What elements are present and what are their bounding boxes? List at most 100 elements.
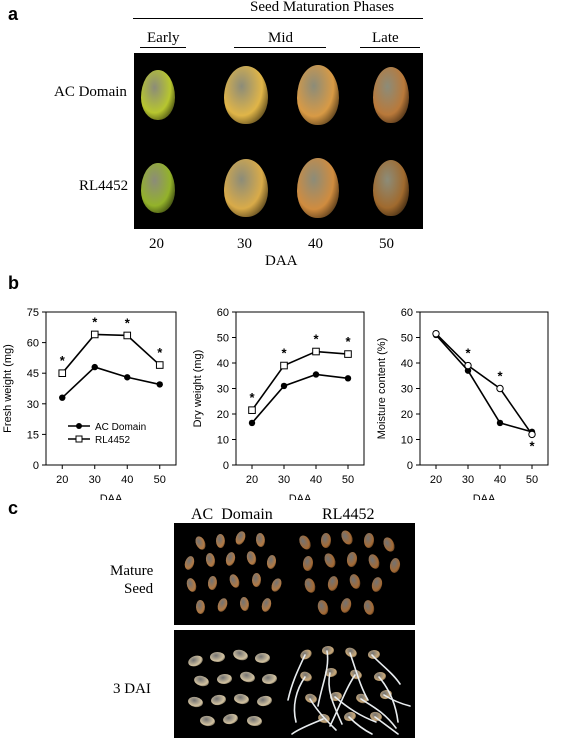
chart1-xtick-label: 30 [89, 474, 101, 486]
chart3-xlabel: DAA [473, 493, 496, 500]
chart3-ytick-label: 0 [407, 460, 413, 472]
chart3-point-s1-30 [464, 367, 472, 374]
rl4452-seed-50 [373, 160, 409, 216]
chart1-ytick-label: 15 [27, 429, 39, 441]
chart1-ytick-label: 75 [27, 307, 39, 319]
rl4452-seed-30 [224, 159, 268, 217]
chart1-point-s2-50 [155, 361, 164, 369]
panel-b-letter: b [8, 273, 19, 293]
chart1-sig-star-30: * [92, 314, 98, 329]
chart1-ytick-label: 60 [27, 338, 39, 350]
phase-rule-late [360, 47, 420, 48]
chart2-point-s2-30 [280, 361, 288, 370]
chart3-xtick-label: 20 [430, 474, 442, 486]
chart1-sig-star-20: * [60, 353, 66, 368]
ac-domain-seed-40 [297, 65, 339, 125]
chart1-legend-label-2: RL4452 [95, 435, 130, 446]
panel-c-letter: c [8, 498, 19, 518]
chart2-series-line-2 [251, 350, 349, 411]
rl4452-seed-20 [141, 163, 175, 213]
chart3-point-s2-20 [432, 329, 440, 338]
daa-tick-40: 40 [308, 236, 323, 252]
chart3-point-s1-40 [496, 419, 504, 427]
chart2-ylabel: Dry weight (mg) [192, 350, 204, 428]
rl4452-seed-40 [297, 158, 339, 218]
daa-tick-50: 50 [379, 236, 394, 252]
chart1-series-line-2 [61, 333, 161, 374]
chart2-point-s2-20 [248, 406, 256, 414]
chart1-xlabel: DAA [100, 493, 123, 500]
chart3-xtick-label: 40 [494, 474, 506, 486]
chart2-xtick-label: 40 [310, 474, 322, 486]
phase-label-early: Early [147, 30, 180, 46]
panel-a-letter: a [8, 4, 19, 24]
chart2-ytick-label: 10 [217, 435, 229, 447]
chart1-ytick-label: 30 [27, 399, 39, 411]
chart2-xtick-label: 50 [342, 474, 354, 486]
phase-label-late: Late [372, 30, 399, 46]
chart3-sig-star-50: * [529, 438, 535, 453]
chart2-ytick-label: 60 [217, 307, 229, 319]
chart1-ytick-label: 45 [27, 368, 39, 380]
chart3-sig-star-30: * [465, 346, 471, 361]
phase-rule-mid [234, 47, 326, 48]
chart1-sig-star-40: * [125, 315, 131, 330]
phase-rule-early [140, 47, 186, 48]
chart3-ytick-label: 60 [401, 307, 413, 319]
chart1-legend-label-1: AC Domain [95, 422, 146, 433]
ac-domain-seed-50 [373, 67, 409, 123]
ac-domain-seed-30 [224, 66, 268, 124]
chart3-ytick-label: 50 [401, 333, 413, 345]
chart1-point-s1-50 [156, 381, 163, 388]
row-label-mature: Mature [110, 563, 154, 579]
maturation-header: Seed Maturation Phases [250, 0, 395, 15]
daa-tick-30: 30 [237, 236, 252, 252]
row-label-ac-domain: AC Domain [54, 84, 127, 100]
chart2-ytick-label: 40 [217, 358, 229, 370]
chart2-xtick-label: 20 [246, 474, 258, 486]
row-label-rl4452: RL4452 [79, 178, 129, 194]
chart2-xtick-label: 30 [278, 474, 290, 486]
chart1-ytick-label: 0 [33, 460, 39, 472]
chart1-legend-marker-2 [75, 435, 83, 443]
chart2-point-s1-30 [280, 382, 288, 390]
chart2-sig-star-20: * [249, 390, 255, 405]
chart2-xlabel: DAA [289, 493, 312, 500]
chart3-point-s2-40 [496, 384, 504, 393]
mature-seed-photo [174, 523, 415, 625]
chart3-ytick-label: 40 [401, 358, 413, 370]
chart2-sig-star-50: * [345, 334, 351, 349]
chart1-xtick-label: 40 [121, 474, 133, 486]
chart3-ytick-label: 10 [401, 435, 413, 447]
chart2-point-s1-20 [248, 419, 256, 427]
chart1-sig-star-50: * [157, 345, 163, 360]
chart1-xtick-label: 20 [56, 474, 68, 486]
chart3-series-line-1 [435, 334, 533, 433]
chart3-ytick-label: 20 [401, 409, 413, 421]
daa-tick-20: 20 [149, 236, 164, 252]
daa-axis-label: DAA [265, 253, 298, 269]
maturation-header-rule [133, 18, 423, 19]
chart1-point-s1-30 [91, 363, 98, 371]
chart3-series-line-2 [435, 333, 533, 435]
chart2-ytick-label: 50 [217, 333, 229, 345]
chart3-ytick-label: 30 [401, 384, 413, 396]
chart2-sig-star-30: * [281, 346, 287, 361]
chart2-point-s1-40 [312, 371, 320, 378]
chart1-point-s1-40 [124, 374, 131, 381]
chart3-ylabel: Moisture content (%) [376, 338, 388, 439]
chart2-ytick-label: 20 [217, 409, 229, 421]
col-label-rl4452: RL4452 [322, 506, 375, 523]
chart2-sig-star-40: * [313, 332, 319, 347]
chart3-sig-star-40: * [497, 369, 503, 384]
row-label-seed: Seed [124, 581, 154, 597]
col-label-ac-domain: AC Domain [191, 506, 273, 523]
chart2-point-s1-50 [344, 375, 352, 382]
chart3-xtick-label: 50 [526, 474, 538, 486]
chart1-ylabel: Fresh weight (mg) [2, 344, 14, 433]
chart1-xtick-label: 50 [154, 474, 166, 486]
chart2-series-line-1 [251, 373, 349, 424]
chart2-ytick-label: 0 [223, 460, 229, 472]
chart2-ytick-label: 30 [217, 384, 229, 396]
chart1-point-s2-30 [90, 330, 99, 339]
